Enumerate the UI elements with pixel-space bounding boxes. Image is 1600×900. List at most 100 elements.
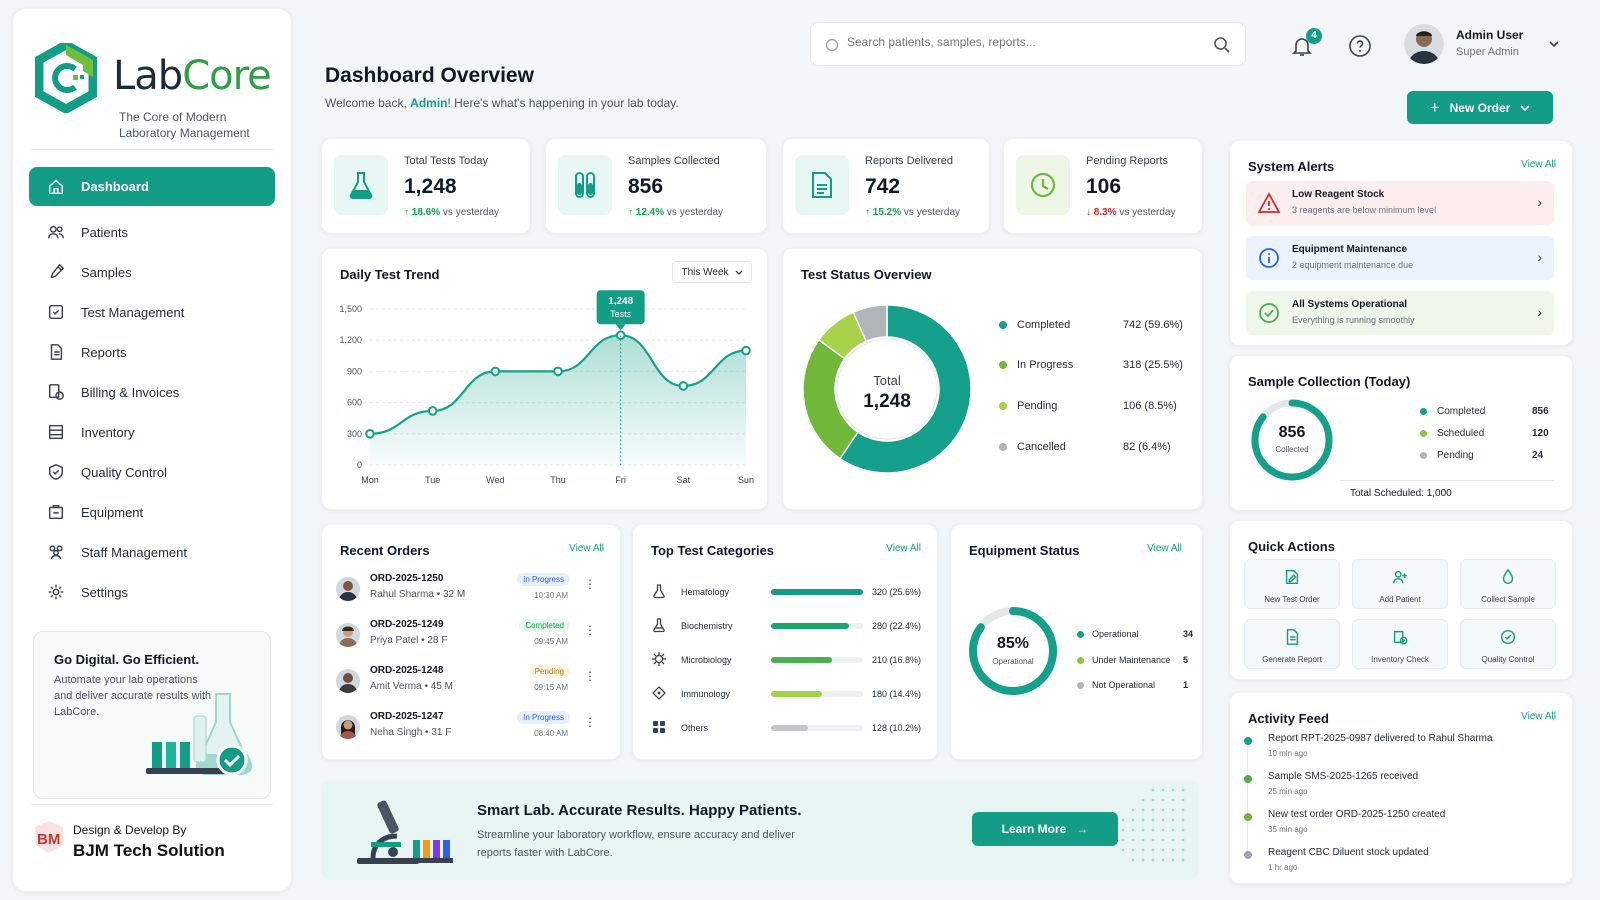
- avatar: [336, 623, 360, 647]
- svg-text:BM: BM: [37, 831, 60, 848]
- activity-item: New test order ORD-2025-1250 created 35 m…: [1244, 809, 1554, 845]
- quick-action-collect-sample[interactable]: Collect Sample: [1460, 559, 1556, 609]
- flask-icon: [334, 155, 388, 215]
- quick-action-generate-report[interactable]: Generate Report: [1244, 619, 1340, 669]
- view-all-link[interactable]: View All: [1147, 543, 1182, 554]
- kpi-change: ↑ 15.2% vs yesterday: [865, 207, 961, 218]
- learn-more-button[interactable]: Learn More →: [972, 812, 1118, 846]
- sidebar-item-patients[interactable]: Patients: [29, 212, 275, 252]
- more-menu-icon[interactable]: ⋮: [584, 669, 596, 683]
- grid-icon: [653, 721, 665, 733]
- category-row: Hematology 320 (25.6%): [651, 583, 921, 603]
- activity-item: Reagent CBC Diluent stock updated 1 hr ag…: [1244, 847, 1554, 883]
- tooltip-unit: Tests: [610, 309, 632, 319]
- report-icon: [1286, 629, 1299, 645]
- search-input[interactable]: [847, 35, 1207, 49]
- order-patient: Rahul Sharma • 32 M: [370, 589, 466, 600]
- promo-banner: Smart Lab. Accurate Results. Happy Patie…: [321, 780, 1199, 880]
- sidebar-item-inventory[interactable]: Inventory: [29, 412, 275, 452]
- alert-low-reagent[interactable]: Low Reagent Stock 3 reagents are below m…: [1246, 181, 1554, 225]
- data-point[interactable]: [427, 406, 438, 416]
- ring-fill: [1251, 399, 1333, 481]
- sidebar-item-quality-control[interactable]: Quality Control: [29, 452, 275, 492]
- legend-value: 1: [1183, 680, 1189, 690]
- user-menu[interactable]: Admin User Super Admin: [1404, 22, 1574, 68]
- legend-value: 856: [1532, 406, 1549, 417]
- users-icon: [48, 225, 64, 239]
- welcome-text: Welcome back, Admin! Here's what's happe…: [325, 96, 679, 110]
- quick-action-inventory-check[interactable]: Inventory Check: [1352, 619, 1448, 669]
- pipette-icon: [50, 263, 65, 279]
- kpi-label: Pending Reports: [1086, 155, 1168, 167]
- donut-hole: [836, 338, 938, 440]
- data-point[interactable]: [553, 366, 563, 377]
- sidebar-item-label: Samples: [81, 264, 132, 280]
- more-menu-icon[interactable]: ⋮: [584, 715, 596, 729]
- kpi-label: Reports Delivered: [865, 155, 954, 167]
- table-row[interactable]: ORD-2025-1250 Rahul Sharma • 32 M In Pro…: [336, 571, 610, 615]
- donut-slice-cancelled[interactable]: [852, 304, 888, 343]
- data-point[interactable]: [365, 429, 375, 439]
- status-badge: Pending: [528, 665, 570, 678]
- sidebar-item-billing[interactable]: Billing & Invoices: [29, 372, 275, 412]
- sidebar-item-staff-management[interactable]: Staff Management: [29, 532, 275, 572]
- order-time: 09:15 AM: [534, 683, 568, 692]
- top-categories-card: Top Test Categories View All Hematology …: [632, 524, 938, 760]
- view-all-link[interactable]: View All: [886, 543, 921, 554]
- labcore-logo: LabCore The Core of Modern Laboratory Ma…: [34, 39, 272, 140]
- sidebar-item-reports[interactable]: Reports: [29, 332, 275, 372]
- legend-item: Under Maintenance: [1077, 655, 1171, 665]
- y-tick-label: 600: [347, 398, 362, 408]
- more-menu-icon[interactable]: ⋮: [584, 623, 596, 637]
- view-all-link[interactable]: View All: [1521, 159, 1556, 170]
- quick-action-new-test-order[interactable]: New Test Order: [1244, 559, 1340, 609]
- view-all-link[interactable]: View All: [569, 543, 604, 554]
- legend-item: Cancelled: [999, 441, 1066, 453]
- order-time: 10:30 AM: [534, 591, 568, 600]
- avatar: [336, 715, 360, 739]
- new-order-button[interactable]: + New Order: [1407, 91, 1553, 124]
- help-button[interactable]: [1348, 34, 1372, 63]
- status-badge: In Progress: [517, 711, 570, 724]
- category-bar-fill: [771, 657, 832, 663]
- table-row[interactable]: ORD-2025-1248 Amit Verma • 45 M Pending …: [336, 663, 610, 707]
- donut-slice-completed[interactable]: [838, 304, 972, 474]
- notifications-button[interactable]: 4: [1290, 28, 1322, 63]
- data-point[interactable]: [741, 345, 751, 356]
- range-select[interactable]: This Week: [672, 261, 752, 283]
- data-point[interactable]: [678, 381, 689, 391]
- avatar: [1404, 24, 1444, 64]
- alert-equipment-maintenance[interactable]: Equipment Maintenance 2 equipment mainte…: [1246, 236, 1554, 280]
- legend-value: 24: [1532, 450, 1544, 461]
- beaker-icon: [653, 618, 665, 633]
- sidebar-item-test-management[interactable]: Test Management: [29, 292, 275, 332]
- status-badge: Completed: [519, 619, 570, 632]
- logo-hexagon-icon: [34, 39, 98, 115]
- quick-action-add-patient[interactable]: Add Patient: [1352, 559, 1448, 609]
- sidebar-item-label: Inventory: [81, 424, 135, 440]
- table-row[interactable]: ORD-2025-1247 Neha Singh • 31 F In Progr…: [336, 709, 610, 753]
- chevron-down-icon: [735, 270, 743, 275]
- sidebar-item-settings[interactable]: Settings: [29, 572, 275, 612]
- order-id: ORD-2025-1248: [370, 665, 444, 676]
- x-tick-label: Thu: [550, 475, 566, 485]
- sidebar-item-label: Dashboard: [81, 179, 149, 194]
- sidebar-item-dashboard[interactable]: Dashboard: [29, 167, 275, 206]
- sidebar-item-samples[interactable]: Samples: [29, 252, 275, 292]
- more-menu-icon[interactable]: ⋮: [584, 577, 596, 591]
- quick-action-quality-control[interactable]: Quality Control: [1460, 619, 1556, 669]
- alert-all-operational[interactable]: All Systems Operational Everything is ru…: [1246, 291, 1554, 335]
- card-title: Sample Collection (Today): [1248, 374, 1411, 389]
- kpi-pending-reports: Pending Reports 106 ↓ 8.3% vs yesterday: [1003, 138, 1203, 234]
- sidebar-item-equipment[interactable]: Equipment: [29, 492, 275, 532]
- x-tick-label: Sat: [677, 475, 691, 485]
- search-icon[interactable]: [1213, 36, 1231, 54]
- search-bar[interactable]: [810, 22, 1246, 66]
- table-row[interactable]: ORD-2025-1249 Priya Patel • 28 F Complet…: [336, 617, 610, 661]
- category-bar-fill: [771, 691, 822, 697]
- view-all-link[interactable]: View All: [1521, 711, 1556, 722]
- activity-item: Sample SMS-2025-1265 received 25 min ago: [1244, 771, 1554, 807]
- quick-actions-card: Quick Actions New Test Order Add Patient…: [1229, 520, 1573, 680]
- data-point[interactable]: [490, 366, 501, 377]
- gauge-label: Collected: [1275, 445, 1309, 454]
